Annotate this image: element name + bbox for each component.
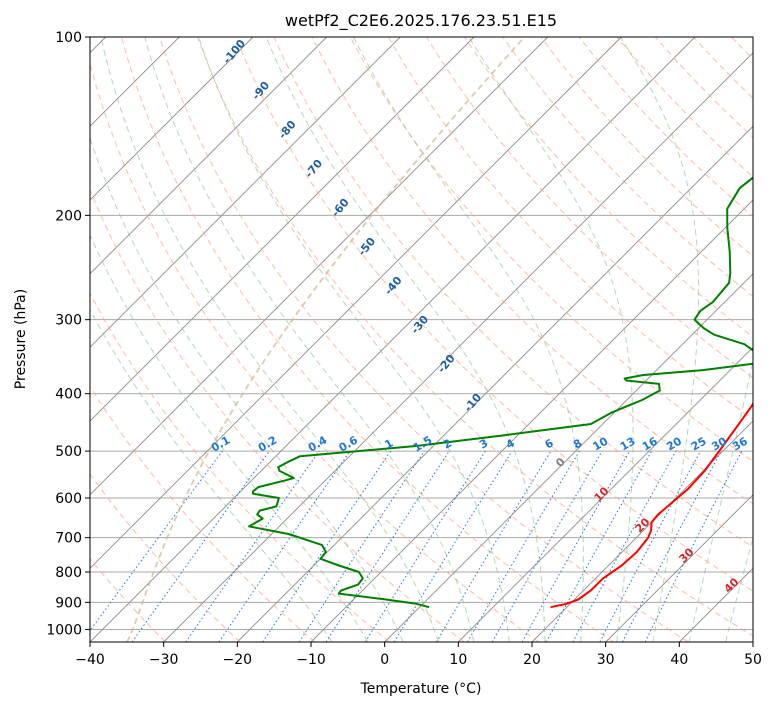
isotherm-line	[90, 37, 328, 275]
mixing-ratio-line	[545, 450, 653, 642]
y-tick-label: 300	[55, 313, 82, 329]
mixing-ratio-line	[131, 450, 270, 642]
mixing-ratio-line	[393, 450, 513, 642]
dry-adiabat-line	[90, 473, 241, 642]
dry-adiabat-line	[235, 37, 753, 592]
moist-adiabat-line	[265, 37, 546, 642]
x-tick-label: 0	[380, 652, 389, 668]
plot-background	[90, 37, 753, 642]
dry-adiabat-line	[770, 37, 775, 642]
mixing-ratio-line	[325, 450, 450, 642]
x-tick-label: −40	[75, 652, 105, 668]
dry-adiabat-line	[464, 37, 753, 338]
dry-adiabat-line	[90, 62, 540, 642]
mixing-ratio-line	[298, 450, 425, 642]
mixing-ratio-line	[521, 450, 630, 642]
dry-adiabat-line	[273, 37, 753, 548]
x-tick-label: −30	[149, 652, 179, 668]
mixing-ratio-line	[185, 450, 320, 642]
dry-adiabat-line	[90, 385, 316, 642]
dry-adiabat-line	[311, 37, 753, 505]
isotherm-line	[90, 37, 401, 348]
x-axis-title: Temperature (°C)	[360, 681, 482, 697]
plot-frame	[89, 36, 754, 643]
dry-adiabat-line	[120, 37, 614, 642]
dry-adiabat-line	[90, 292, 390, 642]
isotherm-line	[236, 125, 753, 642]
mixing-ratio-line	[90, 450, 223, 632]
moist-adiabat-line	[90, 308, 333, 642]
x-axis: −40 −30 −20 −10 0 10 20 30 40 50	[75, 642, 762, 668]
temperature-line	[550, 401, 753, 609]
y-tick-label: 700	[55, 531, 82, 547]
x-tick-label: 20	[523, 652, 541, 668]
dry-adiabat-line	[502, 37, 753, 298]
sounding-series	[248, 176, 753, 609]
plot-area	[90, 37, 753, 642]
isotherm-line	[605, 494, 753, 642]
moist-adiabat-line	[144, 37, 475, 642]
mixing-ratio-line	[218, 450, 351, 642]
mixing-ratio-line	[644, 450, 743, 642]
moist-adiabat-line	[90, 233, 369, 642]
moist-adiabat-line	[353, 37, 584, 642]
dry-adiabat-line	[197, 37, 753, 637]
mixing-ratio-line	[262, 450, 392, 642]
y-tick-label: 1000	[46, 622, 82, 638]
y-tick-label: 500	[55, 444, 82, 460]
dewpoint-line	[248, 176, 753, 609]
x-tick-label: 30	[597, 652, 615, 668]
y-axis: 100 200 300 400 500 600 700 800 900 1000	[46, 30, 90, 638]
moist-adiabat-line	[198, 37, 510, 642]
isotherm-line	[90, 37, 696, 642]
dry-adiabat-line	[159, 37, 689, 642]
x-tick-label: 10	[449, 652, 467, 668]
mixing-ratio-line	[572, 450, 677, 642]
y-tick-label: 200	[55, 208, 82, 224]
isotherm-line	[384, 273, 753, 642]
y-tick-label: 600	[55, 491, 82, 507]
x-tick-label: −10	[296, 652, 326, 668]
dry-adiabat-line	[387, 37, 753, 420]
dry-adiabat-line	[425, 37, 753, 379]
isotherm-line	[310, 199, 753, 642]
x-tick-label: −20	[223, 652, 253, 668]
isotherm-line	[90, 37, 254, 201]
dry-adiabat-line	[90, 188, 465, 642]
isotherm-line	[457, 346, 753, 642]
chart-title: wetPf2_C2E6.2025.176.23.51.E15	[285, 11, 557, 31]
isotherm-line	[163, 52, 753, 642]
y-tick-label: 400	[55, 387, 82, 403]
moist-adiabat-line	[725, 536, 753, 642]
moist-adiabat-line	[100, 37, 439, 642]
reference-lines	[90, 37, 775, 642]
y-tick-label: 800	[55, 565, 82, 581]
isotherm-line	[90, 37, 475, 422]
isotherm-line	[531, 420, 753, 642]
moist-adiabat-line	[90, 136, 404, 642]
x-tick-label: 40	[670, 652, 688, 668]
y-tick-label: 900	[55, 595, 82, 611]
dry-adiabat-line	[349, 37, 753, 462]
brown-reference-curve	[126, 37, 526, 642]
moist-adiabat-line	[688, 358, 753, 642]
isotherm-line	[90, 37, 549, 496]
y-axis-title: Pressure (hPa)	[13, 289, 29, 389]
y-tick-label: 100	[55, 30, 82, 46]
moist-adiabat-line	[620, 37, 700, 642]
isotherm-line	[90, 37, 622, 569]
isotherm-line	[752, 641, 753, 642]
x-tick-label: 50	[744, 652, 762, 668]
